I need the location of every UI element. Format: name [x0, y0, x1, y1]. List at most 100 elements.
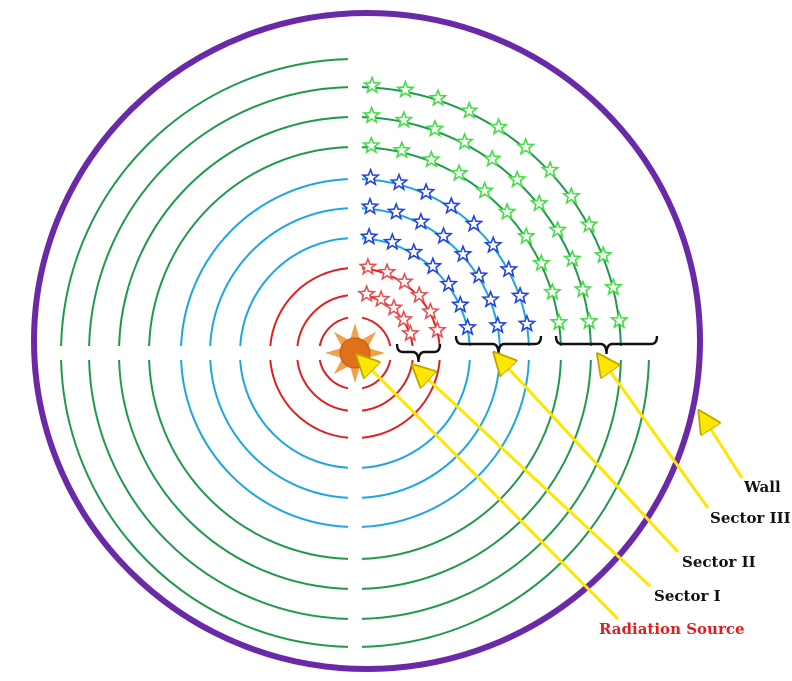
pointer-arrows [362, 358, 744, 621]
ring-arc [180, 178, 349, 347]
ring-arc [296, 294, 349, 347]
sector-i-label: Sector I [654, 587, 721, 605]
star-icon [487, 315, 508, 334]
star-icon [457, 317, 478, 336]
ring-arc [318, 359, 349, 390]
star-icon [498, 259, 519, 278]
star-icon [449, 163, 469, 182]
sector-bracket [554, 335, 659, 355]
star-icon [540, 159, 560, 179]
star-icon [529, 193, 549, 212]
star-icon [400, 323, 421, 342]
wall-circle [31, 10, 703, 672]
ring-arc [209, 207, 349, 347]
star-icon [394, 109, 414, 129]
ring-arc [239, 237, 349, 347]
star-icon [579, 311, 599, 330]
ring-arc [88, 86, 349, 347]
star-icon [421, 149, 442, 168]
star-icon [360, 167, 381, 187]
ring-arc [239, 359, 349, 469]
star-icon [416, 181, 436, 201]
star-icon [488, 116, 509, 136]
star-icon [482, 148, 502, 168]
radiation-source-label: Radiation Source [599, 620, 745, 638]
star-icon [359, 226, 379, 246]
star-icon [562, 248, 583, 268]
star-icon [438, 273, 459, 293]
star-icon [377, 262, 397, 281]
star-icon [515, 136, 536, 156]
star-icon [382, 231, 403, 251]
sector-brackets [395, 335, 659, 363]
star-icon [360, 196, 380, 215]
sector-bracket [395, 343, 442, 363]
star-icon [454, 131, 475, 151]
star-icon [386, 201, 406, 221]
star-icon [497, 201, 517, 221]
star-icon [483, 235, 503, 254]
ring-arc [269, 359, 349, 439]
star-icon [425, 118, 445, 138]
sector-i-arrow [418, 370, 652, 588]
ring-arc [269, 267, 349, 347]
ring-arc [361, 359, 650, 648]
star-icon [593, 245, 613, 264]
star-icon [404, 241, 424, 261]
ring-arc [180, 359, 349, 528]
star-icon [459, 100, 479, 119]
sector-ii-label: Sector II [682, 553, 756, 571]
ring-arc [118, 116, 349, 347]
ring-arc [60, 359, 349, 648]
star-icon [573, 279, 593, 298]
wall-arrow [703, 417, 744, 479]
star-icon [409, 285, 429, 304]
star-icon [356, 283, 377, 303]
star-icon [474, 180, 495, 200]
ring-arc [88, 359, 349, 620]
star-icon [603, 277, 624, 296]
particle-stars [356, 75, 630, 347]
star-icon [395, 79, 416, 99]
star-icon [609, 310, 630, 329]
star-icon [507, 169, 527, 188]
star-icon [464, 213, 484, 233]
ring-arc [361, 316, 392, 347]
star-icon [411, 211, 431, 231]
star-icon [480, 289, 501, 309]
star-icon [392, 140, 412, 159]
star-icon [358, 256, 378, 276]
star-icon [469, 265, 489, 285]
star-icon [450, 294, 471, 314]
ring-arc [148, 359, 349, 560]
ring-arc [118, 359, 349, 590]
star-icon [423, 256, 443, 275]
ring-arc [361, 207, 501, 347]
star-icon [516, 226, 536, 245]
ring-arc [60, 58, 349, 347]
radiation-source-arrow [362, 360, 620, 621]
star-icon [579, 214, 599, 234]
star-icon [531, 253, 552, 272]
sector-iii-label: Sector III [710, 509, 791, 527]
star-icon [453, 244, 473, 263]
star-icon [542, 281, 563, 301]
ring-arc [148, 146, 349, 347]
star-icon [361, 105, 382, 124]
star-icon [561, 185, 582, 205]
sector-iii-arrow [602, 360, 710, 509]
star-icon [361, 135, 382, 154]
ring-arc [296, 359, 349, 412]
star-icon [427, 320, 448, 339]
ring-arc [209, 359, 349, 499]
star-icon [441, 195, 462, 215]
star-icon [393, 309, 414, 328]
star-icon [389, 172, 409, 191]
star-icon [517, 313, 537, 333]
star-icon [420, 301, 441, 321]
star-icon [510, 285, 530, 305]
star-icon [547, 219, 568, 239]
star-icon [371, 288, 391, 308]
star-icon [428, 88, 448, 107]
